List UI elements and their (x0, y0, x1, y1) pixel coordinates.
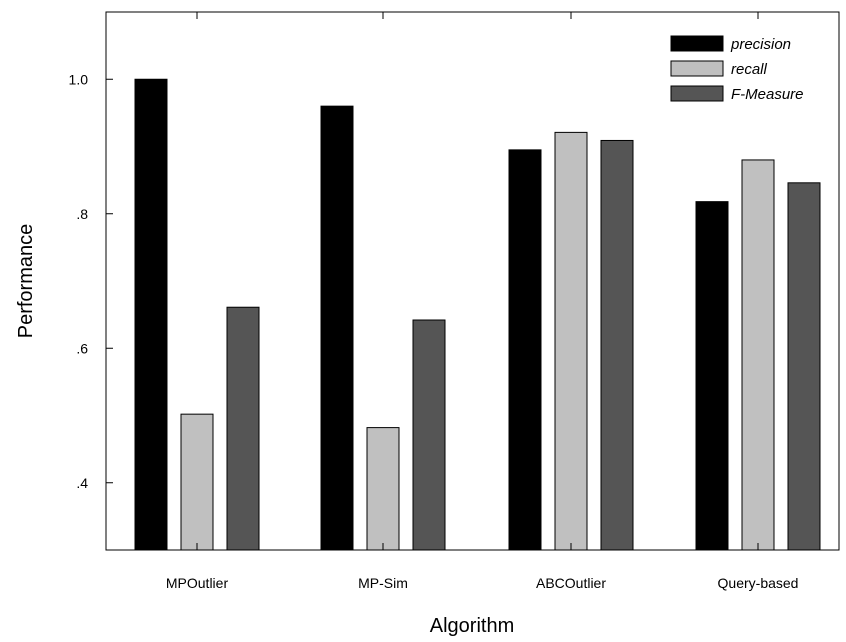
y-tick-label: 1.0 (69, 71, 89, 87)
bar-f-measure-query-based (787, 182, 821, 551)
legend-swatch-f-measure (670, 85, 724, 102)
legend: precision recall F-Measure (670, 35, 804, 103)
legend-label-precision: precision (730, 36, 791, 53)
x-tick-label: MPOutlier (166, 575, 229, 591)
bar-f-measure-mpoutlier (226, 306, 260, 551)
x-axis-title: Algorithm (430, 615, 514, 637)
bar-recall-mpoutlier (180, 413, 214, 551)
bar-f-measure-mp-sim (412, 319, 446, 551)
bar-recall-mp-sim (366, 427, 400, 551)
x-axis: MPOutlier MP-Sim ABCOutlier Query-based (166, 12, 799, 591)
bar-precision-mp-sim (320, 105, 354, 551)
plot-frame (105, 11, 840, 551)
y-tick-label: .4 (76, 475, 88, 491)
bar-recall-abcoutlier (554, 131, 588, 551)
x-tick-label: ABCOutlier (536, 575, 606, 591)
legend-label-f-measure: F-Measure (731, 86, 804, 103)
bar-precision-abcoutlier (508, 149, 542, 551)
y-axis-title: Performance (15, 224, 37, 339)
bar-precision-mpoutlier (134, 78, 168, 551)
bar-f-measure-abcoutlier (600, 139, 634, 551)
y-axis: .4 .6 .8 1.0 (69, 71, 113, 491)
bar-recall-query-based (741, 159, 775, 551)
bar-precision-query-based (695, 201, 729, 551)
legend-swatch-precision (670, 35, 724, 52)
legend-label-recall: recall (731, 61, 768, 78)
x-tick-label: Query-based (718, 575, 799, 591)
x-tick-label: MP-Sim (358, 575, 408, 591)
y-tick-label: .8 (76, 206, 88, 222)
y-tick-label: .6 (76, 340, 88, 356)
bars-layer (134, 78, 821, 551)
legend-swatch-recall (670, 60, 724, 77)
